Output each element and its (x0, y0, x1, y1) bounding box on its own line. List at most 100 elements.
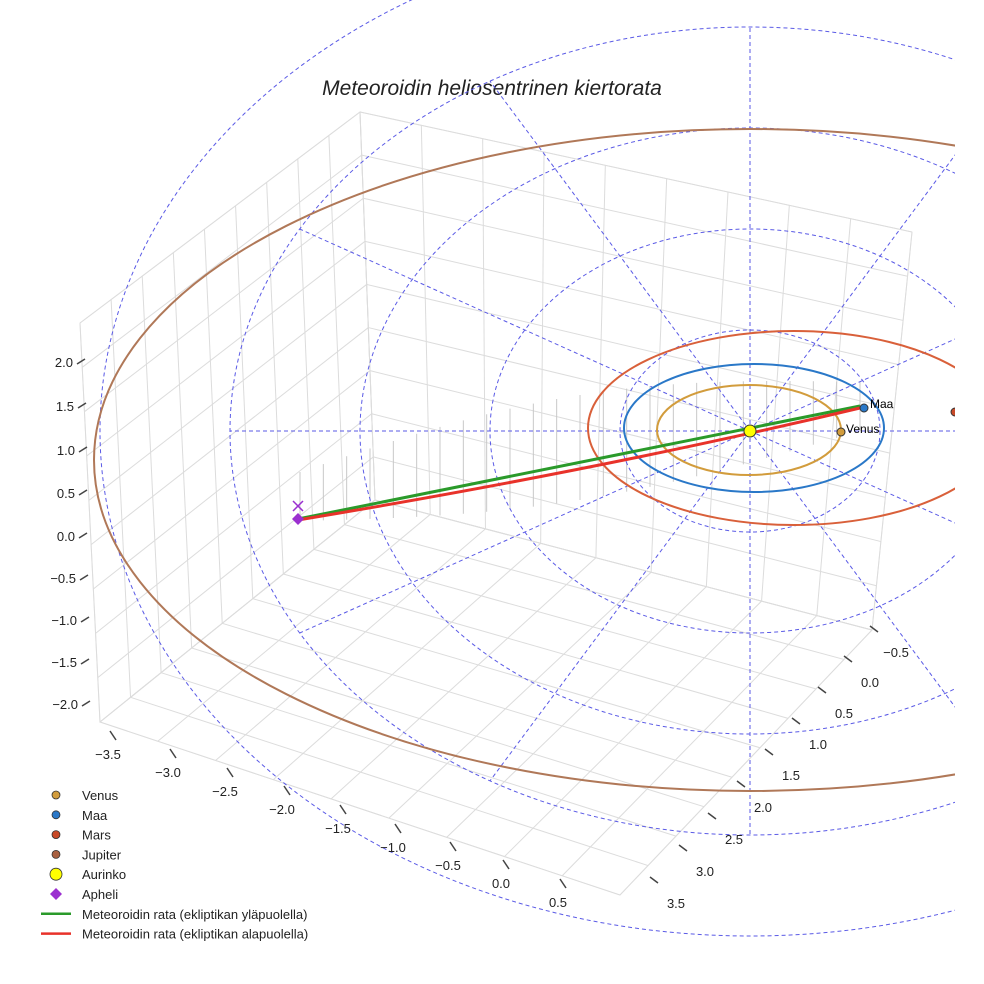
meteoroid-track-above (297, 404, 861, 521)
y-tick-mark (678, 844, 688, 852)
aphelion-marker (292, 513, 304, 525)
orbit-jupiter (93, 128, 955, 792)
z-tick-label: 0.0 (57, 529, 75, 544)
grid-line (328, 135, 345, 525)
grid-line (388, 571, 652, 819)
grid-line (273, 542, 541, 781)
grid-line (359, 111, 913, 233)
x-tick-mark (502, 859, 510, 870)
legend-label: Apheli (82, 887, 118, 902)
x-tick-mark (449, 841, 457, 852)
legend-label: Venus (82, 788, 119, 803)
y-tick-label: 2.0 (754, 800, 772, 815)
z-tick-mark (80, 658, 90, 665)
grid-line (215, 528, 486, 761)
x-tick-mark (226, 767, 234, 778)
grid-line (266, 182, 284, 575)
grid-line (81, 154, 362, 368)
grid-line (203, 229, 223, 624)
y-tick-label: 0.0 (861, 675, 879, 690)
x-tick-label: 0.5 (549, 895, 567, 910)
y-tick-label: 3.5 (667, 896, 685, 911)
axis-panes (79, 111, 913, 896)
grid-line (420, 125, 431, 515)
y-tick-label: 0.5 (835, 706, 853, 721)
legend-marker-mars (51, 830, 61, 839)
grid-line (222, 622, 733, 778)
grid-line (373, 456, 877, 587)
z-tick-mark (79, 574, 89, 581)
x-tick-label: −1.5 (325, 821, 351, 836)
grid-line (157, 514, 431, 742)
z-tick-label: 1.5 (56, 399, 74, 414)
grid-line (160, 672, 677, 837)
grid-line (97, 456, 374, 679)
grid-line (99, 721, 621, 896)
grid-line (364, 240, 899, 366)
grid-line (110, 299, 132, 698)
y-tick-mark (817, 686, 827, 694)
grid-line (93, 370, 371, 590)
legend-label: Meteoroidin rata (ekliptikan alapuolella… (82, 927, 308, 942)
grid-line (88, 284, 367, 501)
reference-spoke (299, 228, 751, 432)
legend-label: Aurinko (82, 867, 126, 882)
grid-line (816, 218, 852, 616)
y-tick-mark (707, 812, 717, 820)
grid-line (79, 322, 101, 723)
grid-line (252, 598, 761, 749)
earth-label: Maa (870, 397, 894, 411)
z-tick-label: −1.5 (51, 655, 77, 670)
y-tick-mark (869, 625, 879, 633)
axis-ticks: 2.0 1.5 1.0 0.5 0.0 −0.5 −1.0 −1.5 −2.0 −3.5 −3.0 −… (50, 355, 909, 911)
orbit-mars (587, 330, 955, 526)
z-tick-label: −1.0 (51, 613, 77, 628)
legend-label: Maa (82, 808, 108, 823)
x-tick-mark (394, 823, 402, 834)
legend-label: Mars (82, 828, 111, 843)
grid-line (369, 370, 886, 498)
reference-spoke (489, 80, 751, 432)
grid-line (650, 178, 668, 573)
y-tick-mark (791, 717, 801, 725)
y-tick-mark (764, 748, 774, 756)
body-markers: Venus Maa M (292, 397, 971, 525)
x-tick-label: −1.0 (380, 840, 406, 855)
grid-line (540, 151, 545, 544)
x-tick-label: −2.0 (269, 802, 295, 817)
mars-label: M (961, 401, 971, 415)
grid-line (130, 696, 649, 867)
grid-line (482, 138, 486, 529)
x-tick-mark (109, 730, 117, 741)
grid-line (344, 524, 845, 660)
z-tick-mark (81, 700, 91, 707)
grid-lines (79, 111, 913, 896)
grid-line (595, 165, 606, 558)
grid-line (374, 499, 873, 631)
mars-marker (950, 407, 955, 417)
sun-marker (743, 424, 757, 438)
legend-label: Meteoroidin rata (ekliptikan yläpuolella… (82, 907, 307, 922)
legend-marker-maa (51, 810, 61, 820)
y-tick-mark (649, 876, 659, 884)
grid-line (361, 154, 908, 277)
legend: Venus Maa Mars Jupiter Aurinko Apheli Meteoroi… (41, 788, 308, 942)
grid-line (95, 413, 372, 634)
legend-marker-venus (51, 790, 61, 800)
earth-marker (859, 403, 869, 413)
x-tick-mark (559, 878, 567, 889)
grid-line (446, 586, 707, 838)
x-tick-label: −3.0 (155, 765, 181, 780)
z-tick-mark (78, 489, 88, 496)
grid-line (141, 276, 162, 673)
z-tick-mark (78, 532, 88, 539)
grid-line (619, 629, 873, 896)
z-tick-mark (80, 616, 90, 623)
y-tick-label: 2.5 (725, 832, 743, 847)
x-tick-mark (339, 804, 347, 815)
y-tick-mark (736, 780, 746, 788)
y-tick-label: 3.0 (696, 864, 714, 879)
y-tick-label: 1.5 (782, 768, 800, 783)
grid-line (86, 240, 366, 457)
z-tick-label: 0.5 (57, 486, 75, 501)
